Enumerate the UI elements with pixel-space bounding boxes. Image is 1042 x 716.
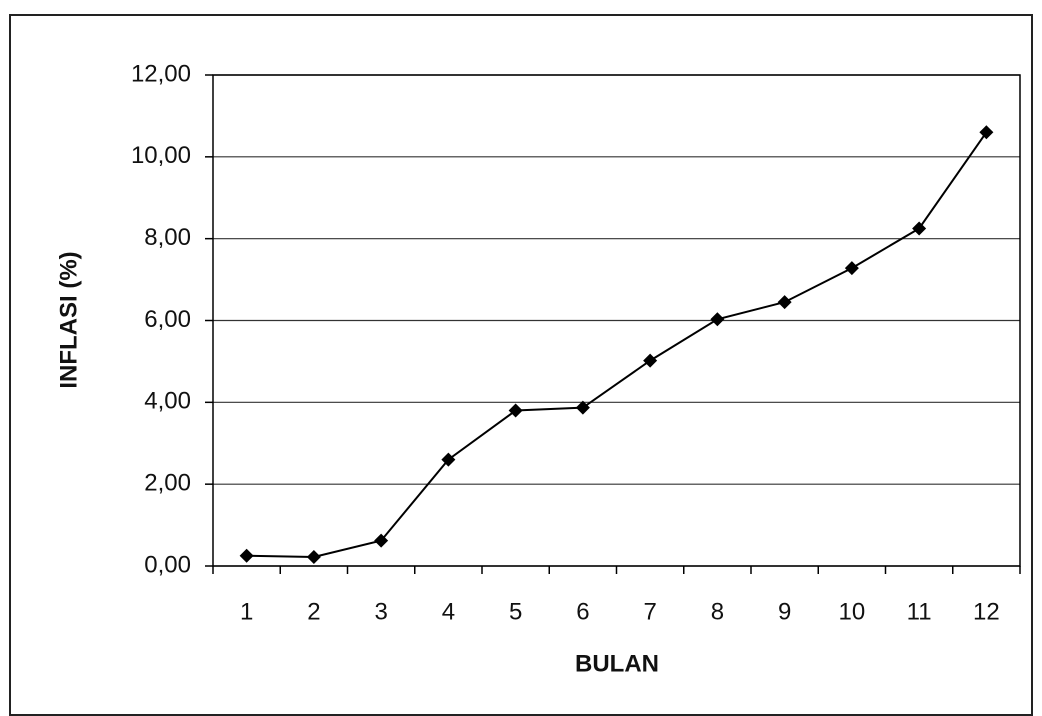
x-tick-label: 3 <box>374 598 387 625</box>
x-tick-label: 7 <box>643 598 656 625</box>
marker <box>508 403 523 418</box>
x-tick-label: 6 <box>576 598 589 625</box>
x-tick-label: 1 <box>240 598 253 625</box>
marker <box>374 533 389 548</box>
y-tick-label: 2,00 <box>144 470 191 497</box>
marker <box>844 261 859 276</box>
marker <box>239 548 254 563</box>
marker <box>777 295 792 310</box>
x-tick-label: 2 <box>307 598 320 625</box>
x-tick-label: 9 <box>778 598 791 625</box>
x-tick-label: 5 <box>509 598 522 625</box>
marker <box>575 400 590 415</box>
marker <box>643 353 658 368</box>
marker <box>710 312 725 327</box>
marker <box>306 549 321 564</box>
x-axis-title: BULAN <box>575 650 659 677</box>
y-tick-label: 10,00 <box>131 142 191 169</box>
y-tick-label: 12,00 <box>131 60 191 87</box>
line <box>246 131 988 559</box>
marker <box>912 221 927 236</box>
x-tick-label: 12 <box>973 598 1000 625</box>
x-tick-label: 10 <box>839 598 866 625</box>
x-tick-label: 4 <box>442 598 455 625</box>
y-tick-label: 6,00 <box>144 306 191 333</box>
marker <box>441 452 456 467</box>
y-tick-label: 0,00 <box>144 551 191 578</box>
x-tick-label: 8 <box>711 598 724 625</box>
x-tick-label: 11 <box>907 598 932 625</box>
frame <box>9 14 1033 716</box>
marker <box>979 125 994 140</box>
y-tick-label: 4,00 <box>144 388 191 415</box>
y-tick-label: 8,00 <box>144 224 191 251</box>
y-axis-title: INFLASI (%) <box>55 251 82 388</box>
